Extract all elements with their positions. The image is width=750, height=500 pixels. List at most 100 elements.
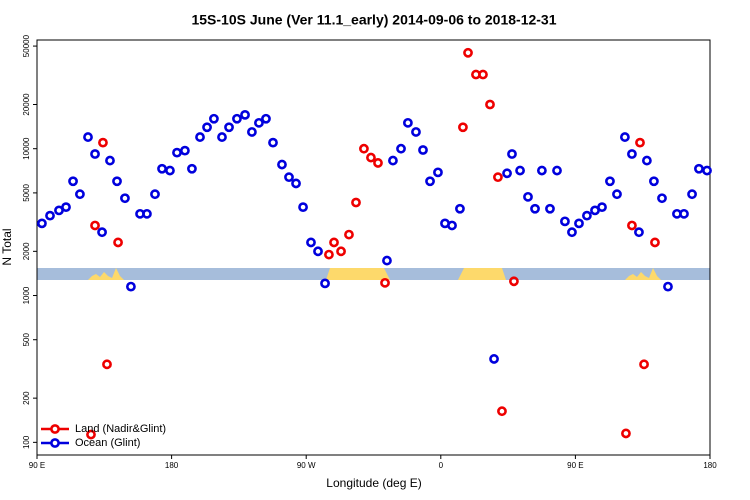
point [277, 159, 287, 170]
point [240, 109, 250, 120]
point [663, 281, 673, 292]
point [254, 117, 264, 128]
point [37, 218, 47, 229]
point [634, 227, 644, 238]
point [463, 47, 473, 58]
land-patch [625, 268, 661, 280]
point [627, 220, 637, 231]
legend-label: Ocean (Glint) [75, 437, 140, 449]
point [324, 249, 334, 260]
point [329, 237, 339, 248]
point [195, 132, 205, 142]
point [209, 113, 219, 124]
y-tick-label: 200 [22, 391, 31, 405]
point [126, 281, 136, 292]
point [447, 220, 457, 231]
point [102, 359, 112, 370]
x-tick-label: 180 [165, 461, 179, 470]
point [650, 237, 660, 248]
point [411, 127, 421, 137]
point [187, 163, 197, 174]
point [202, 122, 212, 133]
point [567, 227, 577, 238]
point [418, 145, 428, 155]
point [493, 172, 503, 183]
point [641, 155, 652, 166]
point [86, 429, 96, 440]
legend-marker [50, 438, 60, 448]
point [113, 237, 123, 248]
x-tick-label: 90 E [567, 461, 583, 470]
point [75, 189, 85, 200]
point [366, 152, 376, 163]
point [679, 208, 689, 219]
point [359, 143, 369, 154]
point [373, 158, 383, 168]
point [380, 277, 390, 288]
point [291, 178, 301, 189]
land-patch [88, 268, 124, 280]
point [489, 354, 499, 364]
point [268, 137, 278, 148]
point [657, 193, 667, 204]
point [605, 176, 615, 187]
point [502, 168, 512, 179]
point [627, 149, 637, 159]
point [105, 155, 115, 166]
point [388, 155, 398, 166]
point [83, 132, 93, 142]
point [530, 203, 540, 214]
point [582, 210, 592, 221]
point [536, 165, 547, 176]
point [90, 220, 100, 231]
x-tick-label: 0 [439, 461, 444, 470]
point [455, 203, 465, 214]
legend-marker [50, 424, 60, 434]
point [298, 202, 308, 213]
x-tick-label: 90 E [29, 461, 45, 470]
y-tick-label: 50000 [22, 34, 31, 57]
y-tick-label: 10000 [22, 137, 31, 160]
point [612, 189, 622, 200]
x-axis-label: Longitude (deg E) [326, 476, 421, 490]
point [433, 167, 443, 178]
point [98, 137, 108, 148]
point [497, 406, 507, 417]
point [68, 176, 78, 187]
point [620, 132, 630, 142]
point [232, 113, 242, 124]
y-tick-label: 2000 [22, 242, 31, 260]
point [574, 218, 584, 229]
point [112, 176, 122, 187]
point [261, 113, 271, 124]
point [396, 143, 406, 154]
point [284, 172, 294, 183]
y-tick-label: 500 [22, 333, 31, 347]
point [458, 122, 468, 133]
point [180, 145, 190, 156]
point [649, 176, 659, 187]
point [45, 210, 55, 221]
point [157, 163, 167, 174]
point [247, 127, 257, 137]
point [217, 132, 227, 142]
point [336, 246, 346, 257]
point [382, 255, 392, 266]
land-patch [326, 268, 390, 280]
y-tick-label: 1000 [22, 286, 31, 304]
point [224, 122, 234, 133]
point [552, 165, 562, 176]
point [306, 237, 316, 248]
point [402, 117, 413, 128]
point [523, 191, 533, 202]
point [61, 202, 71, 213]
point [515, 165, 525, 176]
point [425, 176, 435, 187]
land-patch [458, 268, 506, 280]
point [313, 246, 323, 257]
point [172, 147, 182, 158]
point [621, 428, 631, 439]
y-tick-label: 20000 [22, 93, 31, 116]
legend-label: Land (Nadir&Glint) [75, 423, 166, 435]
